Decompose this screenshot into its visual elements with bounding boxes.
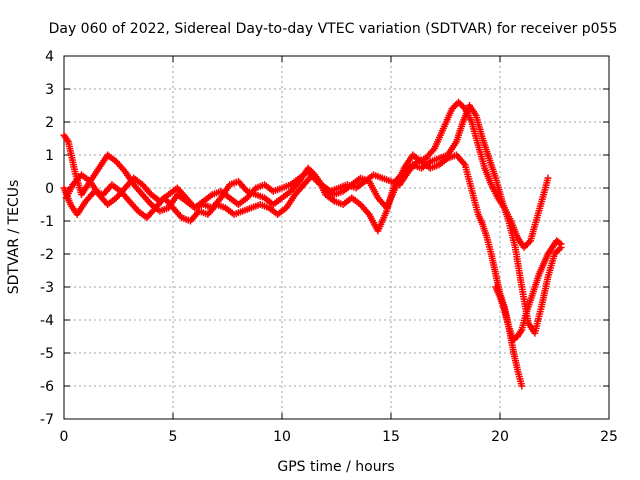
y-axis: -7 -6 -5 -4 -3 -2 -1 0 1 2 3 4 [40,49,609,428]
x-tick-label: 25 [600,429,618,445]
y-tick-label: 2 [45,115,54,131]
y-tick-label: 4 [45,49,54,65]
data-points [60,98,565,390]
y-tick-label: -2 [40,247,54,263]
chart-title: Day 060 of 2022, Sidereal Day-to-day VTE… [49,21,618,37]
y-axis-label: SDTVAR / TECUs [6,180,22,295]
y-tick-label: -5 [40,346,54,362]
y-tick-label: 1 [45,148,54,164]
y-tick-label: 0 [45,181,54,197]
data-point [451,102,459,109]
x-axis: 0 5 10 15 20 25 [60,56,618,445]
y-tick-label: -1 [40,214,54,230]
grid-lines [64,56,609,419]
x-tick-label: 10 [273,429,291,445]
data-point [544,174,552,182]
y-tick-label: -6 [40,379,54,395]
data-point [557,240,565,248]
data-point [554,247,562,255]
data-point [523,240,531,248]
data-point [455,98,463,106]
x-tick-label: 0 [60,429,69,445]
data-point [456,100,464,108]
data-point [458,102,466,109]
x-tick-label: 5 [169,429,178,445]
data-point [555,245,563,253]
data-point [518,382,526,390]
x-axis-label: GPS time / hours [277,459,394,475]
y-tick-label: -4 [40,313,54,329]
x-tick-label: 15 [382,429,400,445]
x-tick-label: 20 [491,429,509,445]
plot-frame [63,55,610,420]
y-tick-label: -3 [40,280,54,296]
y-tick-label: -7 [40,412,54,428]
y-tick-label: 3 [45,82,54,98]
data-point [556,239,564,247]
